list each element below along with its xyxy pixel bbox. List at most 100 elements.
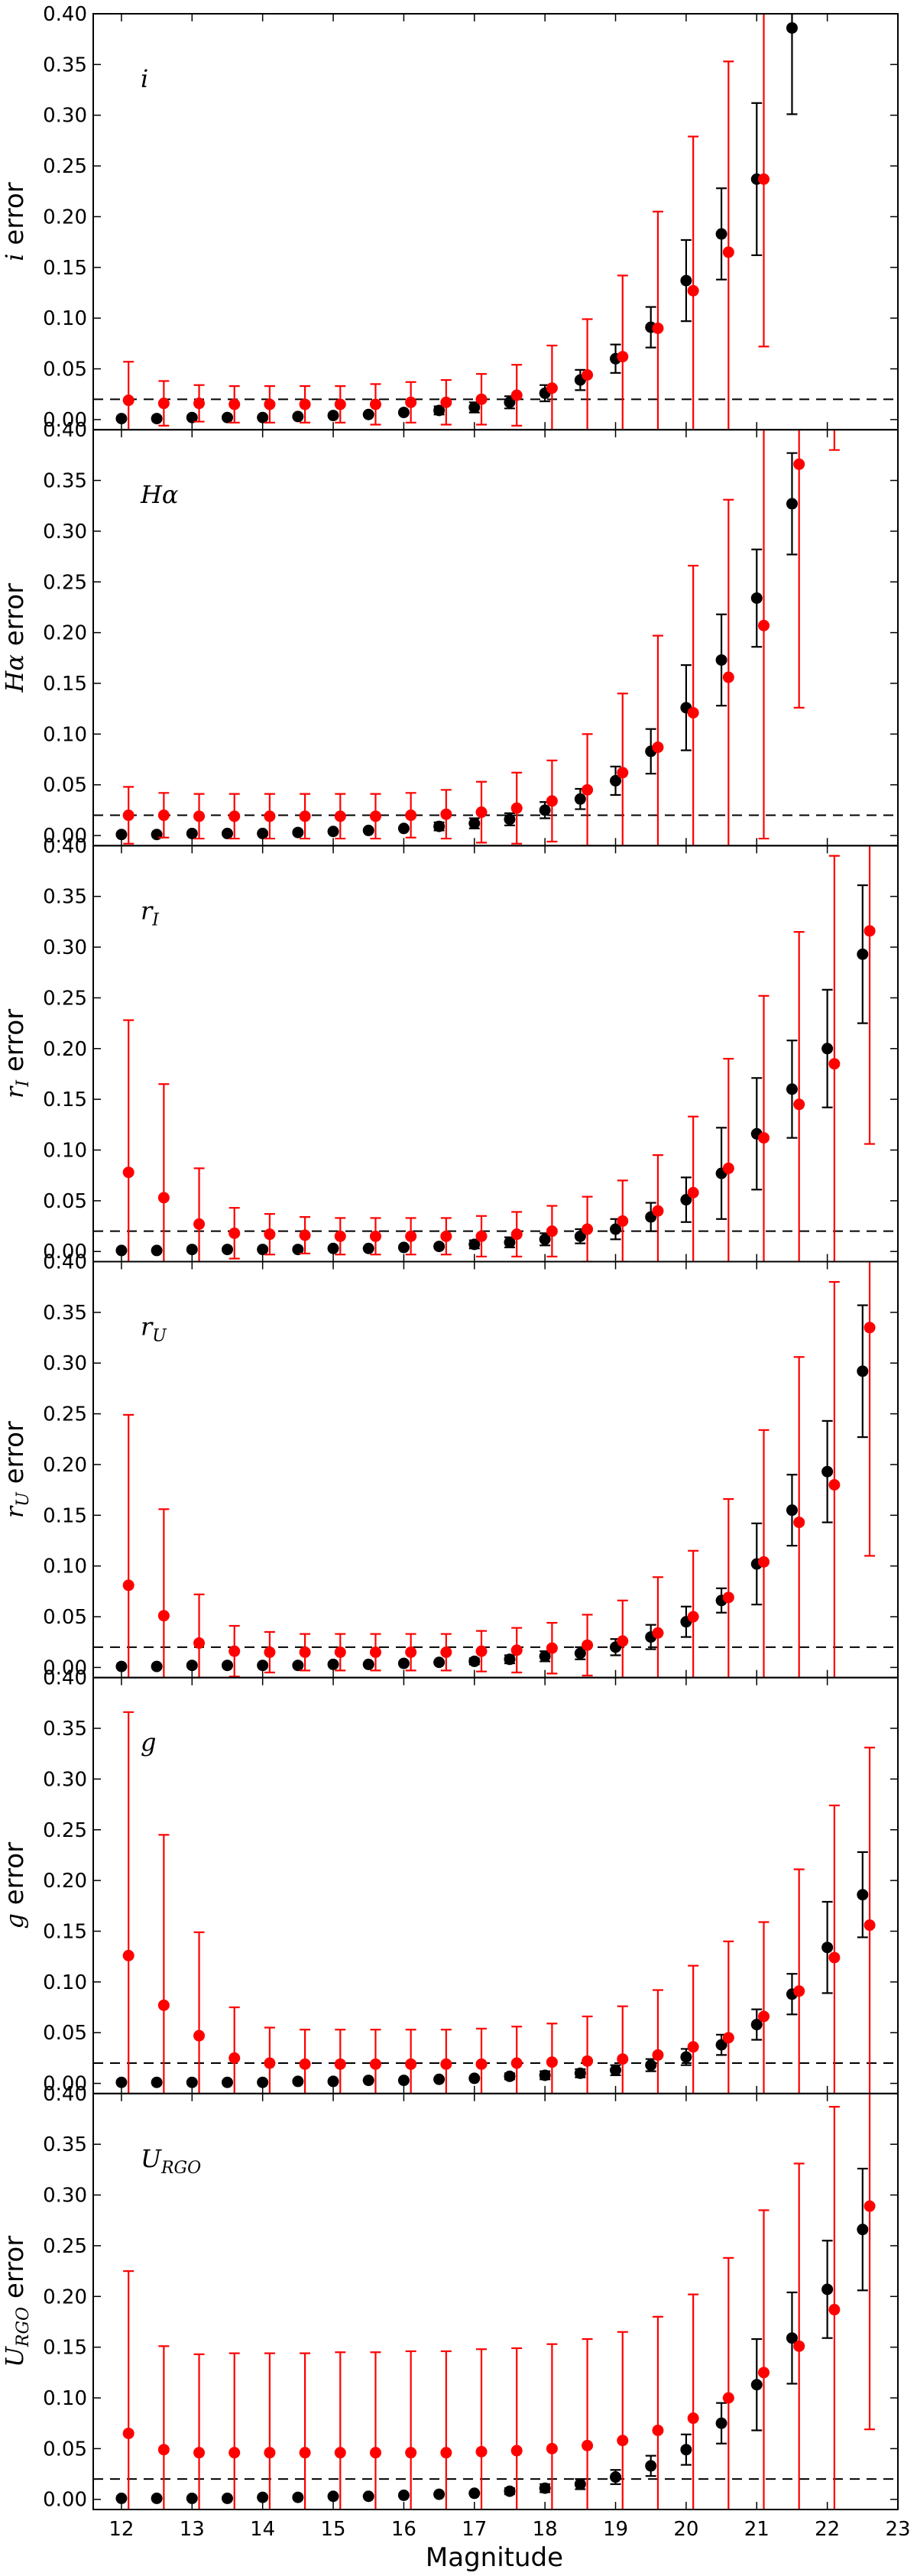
data-point: [369, 1646, 381, 1658]
data-point: [228, 810, 241, 822]
y-tick-label: 0.25: [43, 987, 87, 1010]
y-tick-label: 0.35: [43, 1718, 87, 1741]
data-point: [475, 393, 488, 405]
data-point: [715, 2039, 727, 2051]
data-point: [610, 2064, 622, 2076]
y-tick-label: 0.35: [43, 54, 87, 76]
y-axis-label-band: U: [0, 2346, 29, 2367]
data-point: [617, 2435, 629, 2447]
data-point: [299, 810, 311, 822]
data-point: [122, 2427, 134, 2439]
data-point: [299, 2447, 311, 2459]
y-axis-label-suffix: error: [0, 583, 30, 654]
band-label: rI: [141, 896, 160, 930]
data-point: [758, 1132, 770, 1144]
data-point: [722, 671, 734, 683]
y-tick-label: 0.15: [43, 1504, 87, 1527]
data-point: [405, 1230, 417, 1242]
y-tick-label: 0.35: [43, 2133, 87, 2156]
data-point: [821, 1465, 834, 1478]
black-series: [115, 1304, 869, 1672]
data-point: [546, 2056, 558, 2068]
data-point: [504, 1236, 516, 1248]
data-point: [327, 826, 339, 838]
data-point: [645, 2059, 657, 2072]
data-point: [546, 382, 558, 394]
y-tick-label: 0.10: [43, 1556, 87, 1578]
data-point: [828, 1951, 841, 1964]
y-axis-label-suffix: error: [0, 1421, 30, 1492]
y-tick-label: 0.15: [43, 257, 87, 280]
data-point: [222, 827, 233, 839]
y-tick-label: 0.15: [43, 1088, 87, 1111]
data-point: [151, 829, 163, 841]
y-tick-label: 0.30: [43, 105, 87, 128]
band-label: URGO: [141, 2144, 201, 2178]
y-tick-label: 0.05: [43, 2438, 87, 2461]
y-axis-label: g error: [0, 1842, 30, 1929]
x-tick-label: 22: [815, 2518, 840, 2541]
y-tick-label: 0.25: [43, 571, 87, 594]
data-point: [821, 2283, 834, 2295]
x-tick-label: 18: [533, 2518, 558, 2541]
data-point: [617, 351, 629, 363]
data-point: [405, 2447, 417, 2459]
plot-area: [93, 1711, 898, 2094]
y-tick-label: 0.15: [43, 2337, 87, 2360]
data-point: [440, 2447, 452, 2459]
data-point: [257, 411, 269, 423]
data-point: [292, 2491, 304, 2503]
data-point: [222, 1244, 233, 1256]
data-point: [510, 2057, 523, 2069]
x-tick-label: 14: [250, 2518, 275, 2541]
y-axis-label-band: Hα: [0, 654, 29, 693]
data-point: [722, 1162, 734, 1174]
data-point: [222, 2492, 233, 2504]
data-point: [440, 1646, 452, 1658]
data-point: [617, 1215, 629, 1227]
data-point: [369, 2058, 381, 2070]
data-point: [292, 1659, 304, 1672]
data-point: [122, 1949, 134, 1961]
y-tick-label: 0.15: [43, 673, 87, 696]
data-point: [157, 1999, 170, 2011]
y-tick-label: 0.40: [43, 835, 87, 858]
data-point: [793, 458, 805, 470]
y-tick-label: 0.20: [43, 622, 87, 645]
data-point: [186, 1659, 198, 1672]
data-point: [539, 1650, 551, 1663]
data-point: [758, 173, 770, 185]
data-point: [228, 1227, 241, 1239]
data-point: [327, 410, 339, 422]
data-point: [362, 2075, 374, 2087]
data-point: [574, 793, 586, 805]
data-point: [334, 2058, 346, 2070]
data-point: [157, 1192, 170, 1204]
data-point: [369, 398, 381, 410]
data-point: [362, 2490, 374, 2503]
data-point: [222, 1659, 233, 1672]
y-tick-label: 0.30: [43, 521, 87, 543]
data-point: [362, 1242, 374, 1254]
data-point: [510, 1644, 523, 1656]
data-point: [715, 228, 727, 240]
data-point: [468, 2072, 481, 2084]
data-point: [186, 411, 198, 423]
y-tick-label: 0.00: [43, 2489, 87, 2512]
data-point: [433, 2488, 446, 2500]
data-point: [652, 322, 664, 334]
data-point: [257, 2076, 269, 2088]
y-axis-label: rI error: [0, 1009, 33, 1098]
data-point: [645, 2460, 657, 2472]
data-point: [292, 2075, 304, 2088]
data-point: [397, 822, 410, 835]
data-point: [433, 2073, 446, 2085]
data-point: [652, 2049, 664, 2061]
data-point: [687, 706, 699, 719]
data-point: [405, 1646, 417, 1658]
data-point: [264, 398, 276, 410]
x-axis-label: Magnitude: [426, 2542, 563, 2573]
data-point: [151, 2076, 163, 2088]
data-point: [440, 2058, 452, 2070]
